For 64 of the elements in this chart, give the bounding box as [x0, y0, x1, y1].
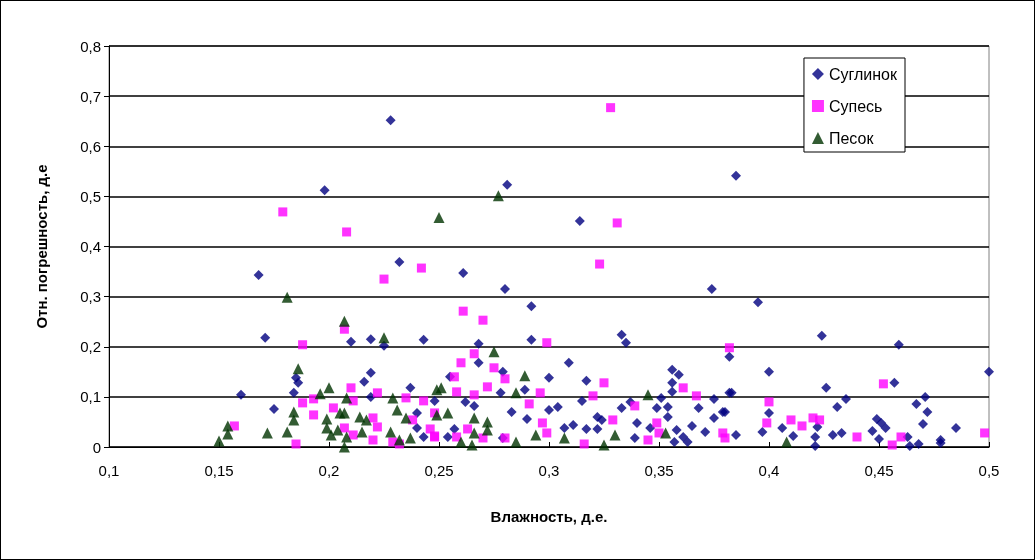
point	[558, 432, 570, 444]
x-axis-title: Влажность, д.е.	[490, 508, 608, 525]
point	[261, 427, 273, 439]
point	[519, 370, 531, 382]
point	[510, 436, 522, 448]
point	[433, 211, 445, 223]
point	[292, 363, 304, 375]
x-tick-label: 0,5	[978, 462, 1000, 479]
point	[455, 436, 467, 448]
x-tick-label: 0,3	[538, 462, 560, 479]
point	[488, 346, 500, 358]
point	[400, 412, 412, 424]
legend-label: Песок	[828, 129, 875, 147]
y-tick-label: 0,8	[80, 37, 101, 55]
point	[466, 439, 478, 451]
point	[338, 315, 350, 327]
legend-label: Суглинок	[828, 65, 898, 83]
point	[323, 382, 335, 394]
point	[378, 332, 390, 344]
y-tick-label: 0	[92, 438, 101, 456]
x-tick-label: 0,45	[864, 462, 894, 479]
y-tick-label: 0,2	[80, 338, 101, 356]
point	[213, 435, 225, 447]
point	[338, 441, 350, 453]
x-tick-label: 0,25	[424, 462, 454, 479]
point	[387, 392, 399, 404]
point	[404, 432, 416, 444]
point	[360, 414, 372, 426]
y-tick-label: 0,5	[80, 187, 101, 205]
point	[492, 190, 504, 202]
y-tick-label: 0,6	[80, 137, 101, 155]
point	[598, 439, 610, 451]
y-tick-label: 0,1	[80, 388, 101, 406]
point	[468, 412, 480, 424]
point	[609, 429, 621, 441]
y-axis-title: Отн. погрешность, д.е	[33, 164, 50, 329]
point	[356, 426, 368, 438]
x-tick-label: 0,15	[204, 462, 234, 479]
point	[222, 428, 234, 440]
y-tick-label: 0,7	[80, 87, 101, 105]
point	[468, 427, 480, 439]
x-tick-label: 0,4	[758, 462, 780, 479]
point	[281, 426, 293, 438]
point	[288, 414, 300, 426]
x-tick-label: 0,1	[98, 462, 120, 479]
point	[391, 404, 403, 416]
point	[314, 388, 326, 400]
point	[642, 389, 654, 401]
point	[442, 407, 454, 419]
point	[660, 427, 672, 439]
y-tick-label: 0,4	[80, 238, 101, 255]
point	[341, 392, 353, 404]
point	[481, 424, 493, 436]
point	[338, 407, 350, 419]
point	[385, 426, 397, 438]
point	[435, 382, 447, 394]
y-tick-label: 0,3	[80, 288, 101, 306]
x-tick-label: 0,35	[644, 462, 674, 479]
point	[530, 429, 542, 441]
legend-label: Супесь	[828, 97, 883, 115]
x-tick-label: 0,2	[318, 462, 340, 479]
point	[781, 436, 793, 448]
point	[281, 291, 293, 303]
point	[510, 387, 522, 399]
